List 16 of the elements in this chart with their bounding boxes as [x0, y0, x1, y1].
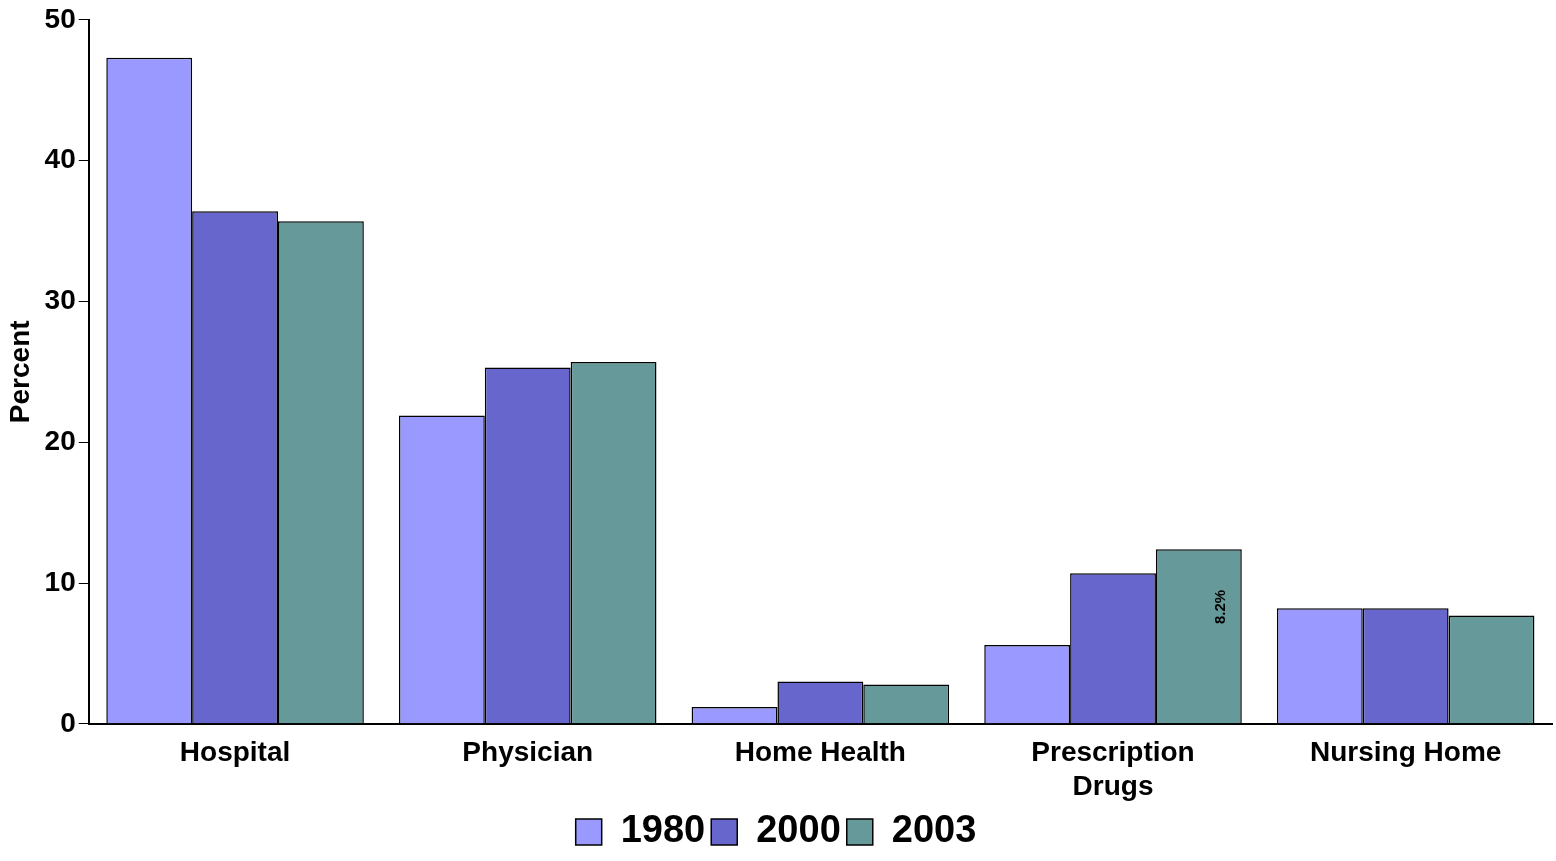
- x-tick-label: Hospital: [179, 736, 291, 768]
- y-tick-label: 50: [44, 2, 76, 34]
- y-tick-label: 30: [44, 284, 76, 316]
- y-tick-label: 20: [44, 424, 76, 456]
- annotation: 8.2%: [1211, 589, 1229, 625]
- y-tick-label: 40: [44, 143, 76, 175]
- legend-label: 1980: [620, 808, 706, 851]
- x-tick-label: Physician: [462, 736, 594, 768]
- legend-label: 2003: [891, 808, 977, 851]
- y-tick-label: 0: [60, 706, 76, 738]
- legend-label: 2000: [756, 808, 841, 851]
- y-tick-label: 10: [44, 565, 76, 597]
- x-tick-label: Prescription Drugs: [1031, 736, 1195, 801]
- x-tick-label: Home Health: [734, 736, 906, 768]
- y-axis-title: Percent: [3, 320, 35, 424]
- x-tick-label: Nursing Home: [1309, 736, 1502, 768]
